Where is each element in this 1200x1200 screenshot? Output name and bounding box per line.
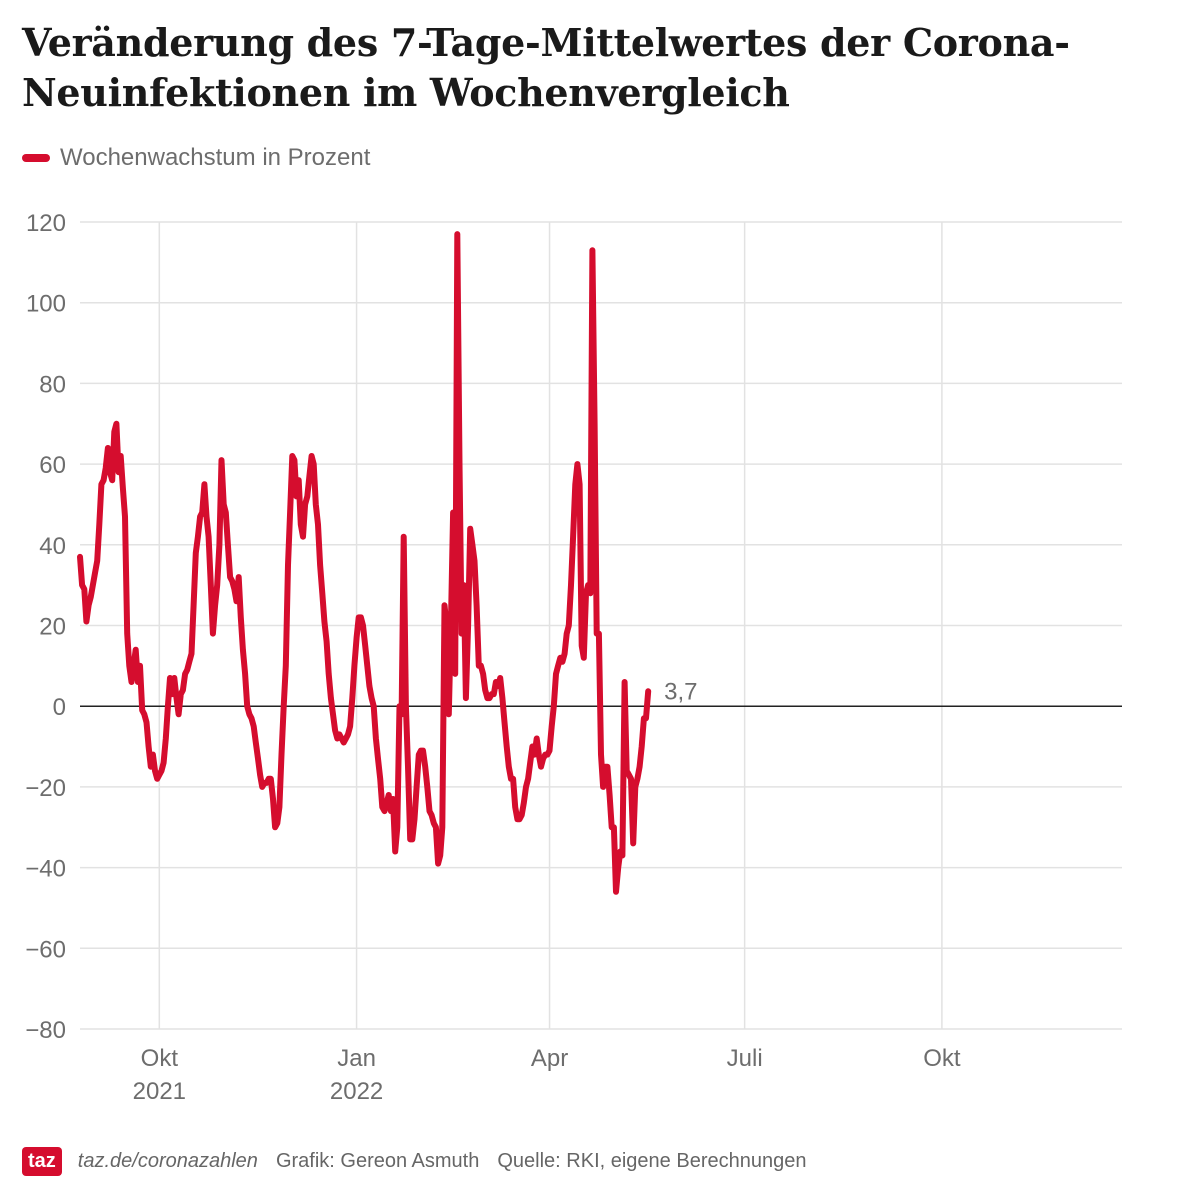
x-tick-label: Okt (141, 1045, 179, 1072)
line-chart: 120 100 80 60 40 20 0 −20 −40 −60 −80 Okt 2021 Jan 202… (25, 210, 1122, 1105)
y-tick-label: −20 (25, 775, 66, 802)
y-tick-label: 20 (39, 614, 66, 641)
x-tick-label: Okt (923, 1045, 961, 1072)
graphic-credit: Grafik: Gereon Asmuth (275, 1150, 480, 1172)
series-line (77, 231, 652, 895)
y-tick-label: 0 (53, 694, 66, 721)
end-value-label: 3,7 (664, 678, 697, 705)
taz-logo[interactable]: taz (22, 1147, 62, 1176)
y-tick-label: −80 (25, 1017, 66, 1044)
y-tick-label: 60 (39, 452, 66, 479)
x-tick-label: Jan (337, 1045, 376, 1072)
legend-label: Wochenwachstum in Prozent (60, 144, 371, 171)
chart-title: Veränderung des 7-Tage-Mittelwertes der … (22, 20, 1070, 115)
data-source: Quelle: RKI, eigene Berechnungen (497, 1150, 807, 1172)
x-tick-label: Juli (727, 1045, 763, 1072)
y-tick-label: 80 (39, 371, 66, 398)
y-tick-label: −40 (25, 856, 66, 883)
x-tick-year-label: 2021 (133, 1078, 186, 1105)
y-tick-label: 120 (26, 210, 66, 237)
source-url-link[interactable]: taz.de/coronazahlen (77, 1150, 258, 1172)
y-tick-label: 40 (39, 533, 66, 560)
legend-swatch (22, 154, 50, 162)
x-tick-year-label: 2022 (330, 1078, 383, 1105)
y-tick-label: 100 (26, 291, 66, 318)
x-tick-label: Apr (531, 1045, 568, 1072)
y-tick-label: −60 (25, 936, 66, 963)
footer: taz taz.de/coronazahlen Grafik: Gereon A… (22, 1147, 806, 1176)
legend: Wochenwachstum in Prozent (22, 144, 370, 172)
